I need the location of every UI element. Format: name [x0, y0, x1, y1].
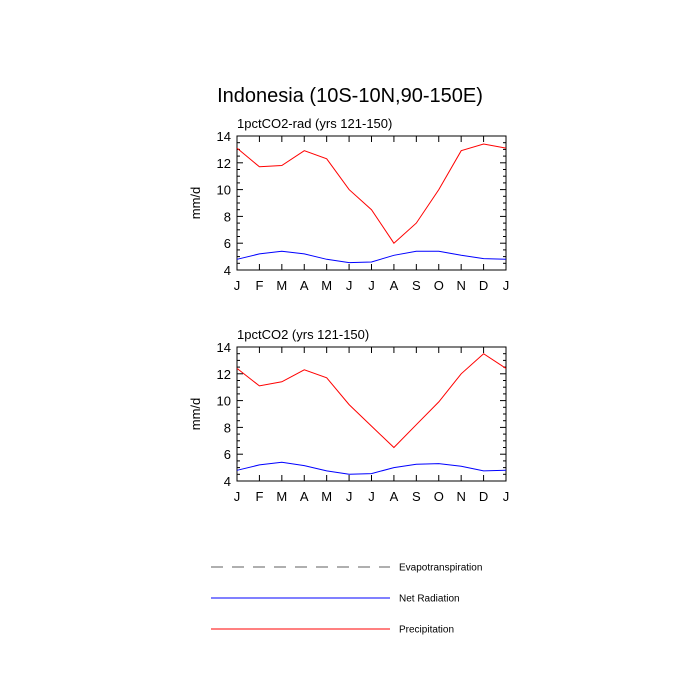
legend-item: Precipitation — [211, 625, 454, 636]
plot-frame — [236, 135, 507, 271]
y-tick-label: 12 — [217, 367, 231, 382]
x-tick-label: M — [321, 278, 332, 293]
y-tick-label: 10 — [217, 183, 231, 198]
y-tick-label: 8 — [224, 420, 231, 435]
y-tick-label: 14 — [217, 129, 231, 144]
x-tick-label: D — [479, 489, 488, 504]
y-tick-label: 6 — [224, 447, 231, 462]
x-tick-label: F — [255, 489, 263, 504]
x-tick-label: M — [276, 278, 287, 293]
x-tick-label: J — [503, 278, 510, 293]
x-tick-label: N — [456, 489, 465, 504]
x-tick-label: A — [300, 278, 309, 293]
panel-subtitle: 1pctCO2-rad (yrs 121-150) — [237, 116, 392, 131]
x-tick-label: J — [346, 278, 353, 293]
x-tick-label: A — [300, 489, 309, 504]
x-tick-label: J — [503, 489, 510, 504]
x-tick-label: J — [368, 489, 375, 504]
x-tick-label: O — [434, 489, 444, 504]
x-tick-label: N — [456, 278, 465, 293]
legend: Evapotranspiration Net Radiation Precipita… — [211, 563, 482, 636]
legend-label: Net Radiation — [399, 594, 460, 605]
legend-label: Evapotranspiration — [399, 563, 482, 574]
y-tick-label: 8 — [224, 209, 231, 224]
x-tick-label: F — [255, 278, 263, 293]
legend-label: Precipitation — [399, 625, 454, 636]
x-tick-label: M — [276, 489, 287, 504]
plot-frame — [236, 346, 507, 482]
y-tick-label: 14 — [217, 340, 231, 355]
y-tick-label: 4 — [224, 263, 231, 278]
series-line-precipitation — [236, 143, 507, 244]
x-tick-label: J — [346, 489, 353, 504]
x-tick-label: D — [479, 278, 488, 293]
x-tick-label: J — [234, 489, 241, 504]
y-tick-label: 4 — [224, 474, 231, 489]
y-axis-label: mm/d — [188, 398, 203, 431]
series-line-precipitation — [236, 353, 507, 449]
x-tick-label: J — [234, 278, 241, 293]
x-tick-label: S — [412, 278, 421, 293]
x-tick-label: J — [368, 278, 375, 293]
x-tick-label: A — [390, 489, 399, 504]
y-tick-label: 6 — [224, 236, 231, 251]
series-line-net-radiation — [236, 461, 507, 475]
legend-item: Evapotranspiration — [211, 563, 482, 574]
x-tick-label: S — [412, 489, 421, 504]
x-tick-label: M — [321, 489, 332, 504]
figure-title: Indonesia (10S-10N,90-150E) — [217, 85, 483, 107]
y-tick-label: 12 — [217, 156, 231, 171]
y-axis-label: mm/d — [188, 187, 203, 220]
series-line-net-radiation — [236, 250, 507, 264]
panel-subtitle: 1pctCO2 (yrs 121-150) — [237, 327, 369, 342]
y-tick-label: 10 — [217, 394, 231, 409]
legend-item: Net Radiation — [211, 594, 460, 605]
x-tick-label: O — [434, 278, 444, 293]
x-tick-label: A — [390, 278, 399, 293]
